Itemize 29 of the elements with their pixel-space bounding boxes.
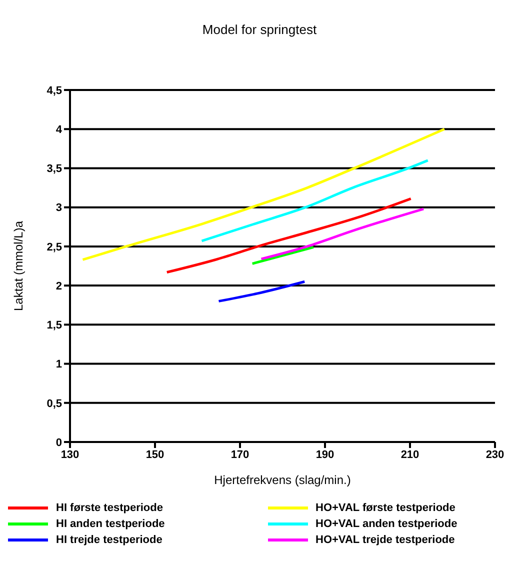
y-tick-label: 3 — [56, 202, 62, 214]
y-tick-label: 1 — [56, 358, 62, 371]
y-tick-label: 2 — [56, 280, 62, 292]
y-tick-label: 0 — [56, 436, 62, 449]
legend-label: HI trejde testperiode — [56, 534, 162, 546]
x-axis-title: Hjertefrekvens (slag/min.) — [214, 473, 351, 487]
y-tick-label: 0,5 — [46, 398, 62, 410]
y-tick-label: 2,5 — [46, 241, 62, 254]
line-series — [166, 197, 412, 274]
legend-label: HI anden testperiode — [56, 518, 165, 530]
x-tick-label: 130 — [60, 448, 80, 461]
x-tick-label: 230 — [486, 448, 504, 461]
x-tick-label: 190 — [316, 448, 334, 461]
y-tick-label: 4 — [56, 124, 63, 136]
x-tick-label: 150 — [146, 448, 164, 461]
line-series — [200, 159, 430, 242]
line-series — [82, 128, 446, 261]
y-tick-label: 3,5 — [46, 163, 62, 176]
legend-label: HI første testperiode — [56, 502, 163, 514]
legend-label: HO+VAL trejde testperiode — [316, 534, 455, 546]
chart-title: Model for springtest — [201, 21, 318, 39]
y-axis-title: Laktat (mmol/L)a — [11, 220, 26, 312]
line-series — [260, 208, 425, 260]
legend-label: HO+VAL anden testperiode — [316, 518, 458, 530]
legend-label: HO+VAL første testperiode — [316, 502, 456, 514]
x-tick-label: 210 — [400, 448, 420, 461]
y-tick-label: 4,5 — [46, 84, 62, 97]
y-tick-label: 1,5 — [46, 320, 62, 332]
x-tick-label: 170 — [230, 448, 250, 461]
